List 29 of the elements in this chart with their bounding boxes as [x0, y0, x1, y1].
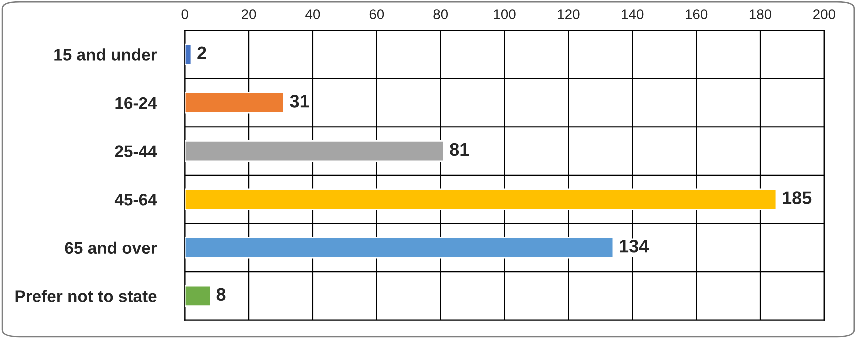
bar — [185, 140, 445, 162]
data-label: 81 — [450, 143, 470, 156]
y-tick-label: 15 and under — [54, 48, 158, 61]
x-tick-label: 0 — [182, 10, 188, 20]
bar — [185, 237, 614, 259]
data-label: 134 — [620, 240, 650, 253]
x-tick-label: 140 — [622, 10, 644, 20]
data-label: 8 — [216, 288, 226, 302]
x-tick-label: 200 — [814, 10, 836, 20]
bar — [185, 92, 285, 114]
x-tick-label: 40 — [306, 10, 320, 20]
x-tick-label: 160 — [686, 10, 708, 20]
bar — [185, 44, 192, 66]
data-label: 185 — [783, 192, 812, 204]
y-tick-label: 45-64 — [114, 194, 158, 206]
bar — [185, 285, 212, 308]
x-tick-label: 80 — [434, 10, 448, 20]
x-tick-label: 120 — [558, 10, 580, 20]
bar — [185, 188, 778, 210]
x-tick-label: 180 — [750, 10, 772, 20]
data-label: 31 — [290, 95, 310, 108]
y-tick-label: Prefer not to state — [16, 290, 157, 302]
y-tick-label: 25-44 — [115, 146, 158, 158]
x-tick-label: 20 — [242, 10, 256, 20]
x-tick-label: 60 — [370, 10, 384, 20]
y-tick-label: 65 and over — [65, 242, 158, 254]
data-label: 2 — [198, 46, 206, 60]
x-tick-label: 100 — [494, 10, 516, 20]
y-tick-label: 16-24 — [116, 97, 158, 110]
